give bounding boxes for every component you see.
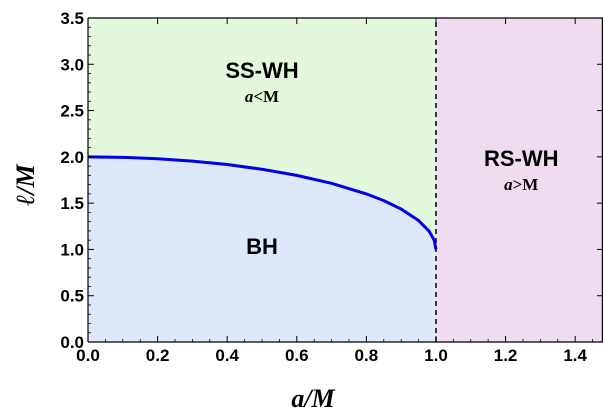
y-tick-label: 0.0 [60, 333, 84, 352]
labels-layer: SS-WH a<M BH RS-WH a>M [225, 58, 558, 259]
boundary-curve [87, 155, 438, 250]
region-label: BH [246, 234, 278, 259]
x-tick-label: 1.2 [494, 346, 518, 365]
y-axis-title: ℓ/M [11, 163, 40, 205]
x-tick-label: 1.0 [424, 346, 448, 365]
y-tick-label: 2.0 [60, 148, 84, 167]
x-tick-label: 0.6 [285, 346, 309, 365]
y-tick-label: 1.0 [60, 240, 84, 259]
axes-layer: 0.0 0.2 0.4 0.6 0.8 1.0 1.2 1.4 0.0 0.5 1.0 1.5 2.0 2… [60, 9, 603, 365]
regions-layer [88, 18, 603, 342]
y-tick-label: 3.5 [60, 9, 84, 28]
region-sublabel: a>M [504, 175, 538, 194]
region-bh [88, 156, 436, 342]
curves-layer [87, 18, 438, 342]
x-tick-label: 0.8 [355, 346, 379, 365]
x-tick-label: 0.2 [146, 346, 170, 365]
x-tick-label: 0.4 [215, 346, 239, 365]
region-ss-wh [88, 18, 436, 250]
x-axis-title: a/M [291, 384, 335, 413]
y-tick-label: 1.5 [60, 194, 84, 213]
region-label: RS-WH [484, 146, 559, 171]
region-label: SS-WH [225, 58, 298, 83]
x-tick-label: 0.0 [76, 346, 100, 365]
region-rs-wh [435, 18, 603, 342]
y-tick-label: 0.5 [60, 287, 84, 306]
y-tick-label: 2.5 [60, 102, 84, 121]
region-sublabel: a<M [245, 87, 279, 106]
x-tick-label: 1.4 [563, 346, 587, 365]
y-tick-label: 3.0 [60, 55, 84, 74]
